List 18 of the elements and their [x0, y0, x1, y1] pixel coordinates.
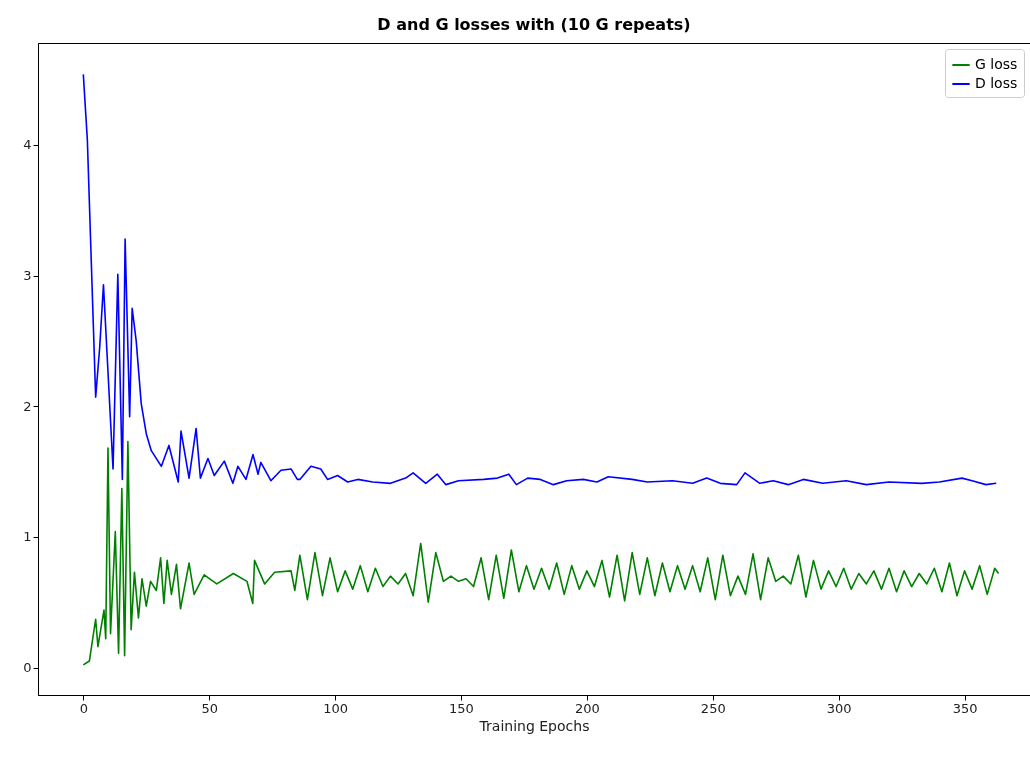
x-tick-label: 0 [79, 700, 88, 716]
line-series [82, 440, 1000, 666]
y-tick-label: 3 [23, 268, 32, 284]
x-tick-label: 200 [574, 700, 600, 716]
x-tick-label: 50 [201, 700, 218, 716]
x-tick-label: 150 [449, 700, 474, 716]
legend-label: G loss [975, 56, 1018, 72]
y-tick-label: 1 [23, 529, 32, 545]
y-tick-label: 4 [23, 137, 32, 153]
chart-title: D and G losses with (10 G repeats) [377, 15, 691, 34]
x-tick-label: 350 [952, 700, 978, 716]
x-tick-label: 300 [826, 700, 852, 716]
x-axis-title: Training Epochs [478, 717, 590, 734]
y-tick-label: 2 [23, 398, 32, 414]
x-tick-label: 100 [323, 700, 349, 716]
x-tick-label: 250 [700, 700, 726, 716]
legend-label: D loss [975, 75, 1018, 91]
y-tick-label: 0 [23, 660, 32, 676]
